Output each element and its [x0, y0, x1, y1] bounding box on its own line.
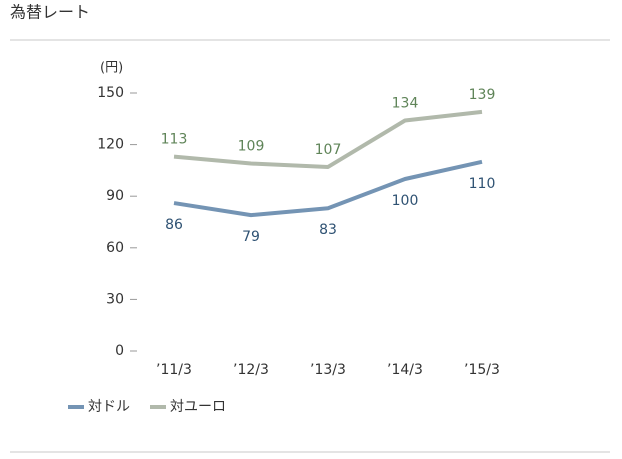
- data-label: 110: [469, 176, 496, 192]
- y-tick-label: 60: [106, 240, 124, 256]
- chart-title: 為替レート: [10, 3, 90, 22]
- y-tick-label: 90: [106, 188, 124, 204]
- data-label: 139: [469, 87, 496, 103]
- data-label: 113: [161, 132, 188, 148]
- data-label: 107: [315, 142, 342, 158]
- data-label: 83: [319, 222, 337, 238]
- x-tick-label: ’11/3: [156, 362, 192, 378]
- x-tick-label: ’13/3: [310, 362, 346, 378]
- legend-label: 対ドル: [88, 399, 130, 415]
- y-tick-label: 0: [115, 343, 124, 359]
- data-label: 134: [392, 96, 419, 112]
- data-label: 79: [242, 229, 260, 245]
- x-tick-label: ’14/3: [387, 362, 423, 378]
- data-label: 100: [392, 193, 419, 209]
- y-tick-label: 150: [97, 85, 124, 101]
- series-line: [173, 109, 483, 169]
- x-tick-label: ’12/3: [233, 362, 269, 378]
- y-tick-label: 120: [97, 137, 124, 153]
- legend-label: 対ユーロ: [170, 399, 226, 415]
- x-tick-label: ’15/3: [464, 362, 500, 378]
- y-tick-label: 30: [106, 291, 124, 307]
- data-label: 109: [238, 139, 265, 155]
- y-axis-label: (円): [100, 61, 123, 76]
- series-line: [173, 159, 483, 218]
- data-label: 86: [165, 217, 183, 233]
